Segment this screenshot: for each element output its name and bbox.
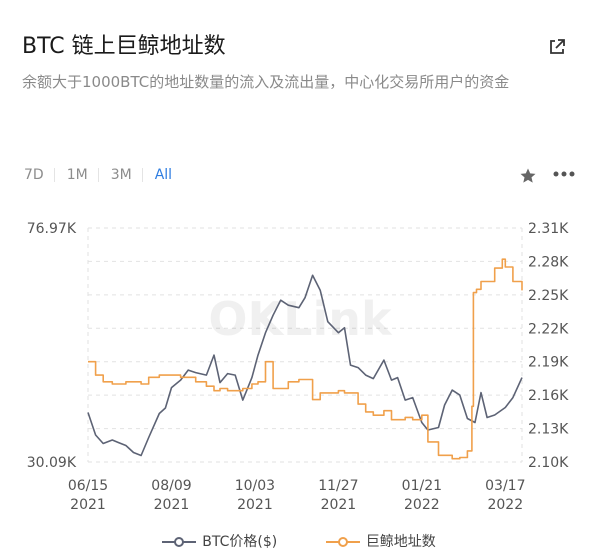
tab-all[interactable]: All <box>154 167 173 183</box>
x-tick-label: 11/27 2021 <box>318 478 358 513</box>
legend-label-whale: 巨鲸地址数 <box>365 534 436 550</box>
y-right-tick-label: 2.16K <box>528 388 569 404</box>
y-right-tick-label: 2.19K <box>528 355 569 371</box>
y-right-tick-label: 2.25K <box>528 288 569 304</box>
y-left-tick-label-min: 30.09K <box>27 455 77 471</box>
external-link-icon[interactable] <box>548 38 566 56</box>
x-tick-label: 08/09 2021 <box>151 478 191 513</box>
tab-3m[interactable]: 3M <box>111 168 143 182</box>
chart-subtitle: 余额大于1000BTC的地址数量的流入及流出量，中心化交易所用户的资金 <box>22 73 510 91</box>
gridlines <box>87 227 523 463</box>
star-icon[interactable] <box>519 167 537 185</box>
y-right-tick-label: 2.13K <box>528 422 569 438</box>
legend-item-whale[interactable]: 巨鲸地址数 <box>325 531 436 551</box>
tab-1m[interactable]: 1M <box>67 168 99 182</box>
watermark: OKLink <box>208 292 393 346</box>
whale-line-icon <box>325 537 360 547</box>
legend-label-btc: BTC价格($) <box>202 534 278 550</box>
y-right-tick-label: 2.31K <box>528 221 569 237</box>
y-right-tick-label: 2.22K <box>528 321 569 337</box>
legend-item-btc[interactable]: BTC价格($) <box>162 531 277 551</box>
y-left-tick-label-max: 76.97K <box>27 221 77 237</box>
range-tabs: 7D 1M 3M All <box>24 167 194 183</box>
chart-title: BTC 链上巨鲸地址数 <box>22 34 226 59</box>
y-right-tick-label: 2.10K <box>528 455 569 471</box>
legend: BTC价格($) 巨鲸地址数 <box>0 531 598 551</box>
chart-area: OKLink 2.31K 2.28K 2.25K 2.22K 2.19K 2.16K 2.1… <box>27 221 569 513</box>
btc-line-icon <box>162 537 197 547</box>
x-tick-label: 03/17 2022 <box>485 478 525 513</box>
more-icon[interactable] <box>552 170 576 178</box>
whale-address-line <box>88 258 523 460</box>
btc-price-line <box>87 274 523 457</box>
x-tick-label: 10/03 2021 <box>235 478 275 513</box>
x-tick-label: 06/15 2021 <box>68 478 108 513</box>
tab-7d[interactable]: 7D <box>24 168 55 182</box>
y-right-tick-label: 2.28K <box>528 254 569 270</box>
x-tick-label: 01/21 2022 <box>402 478 442 513</box>
